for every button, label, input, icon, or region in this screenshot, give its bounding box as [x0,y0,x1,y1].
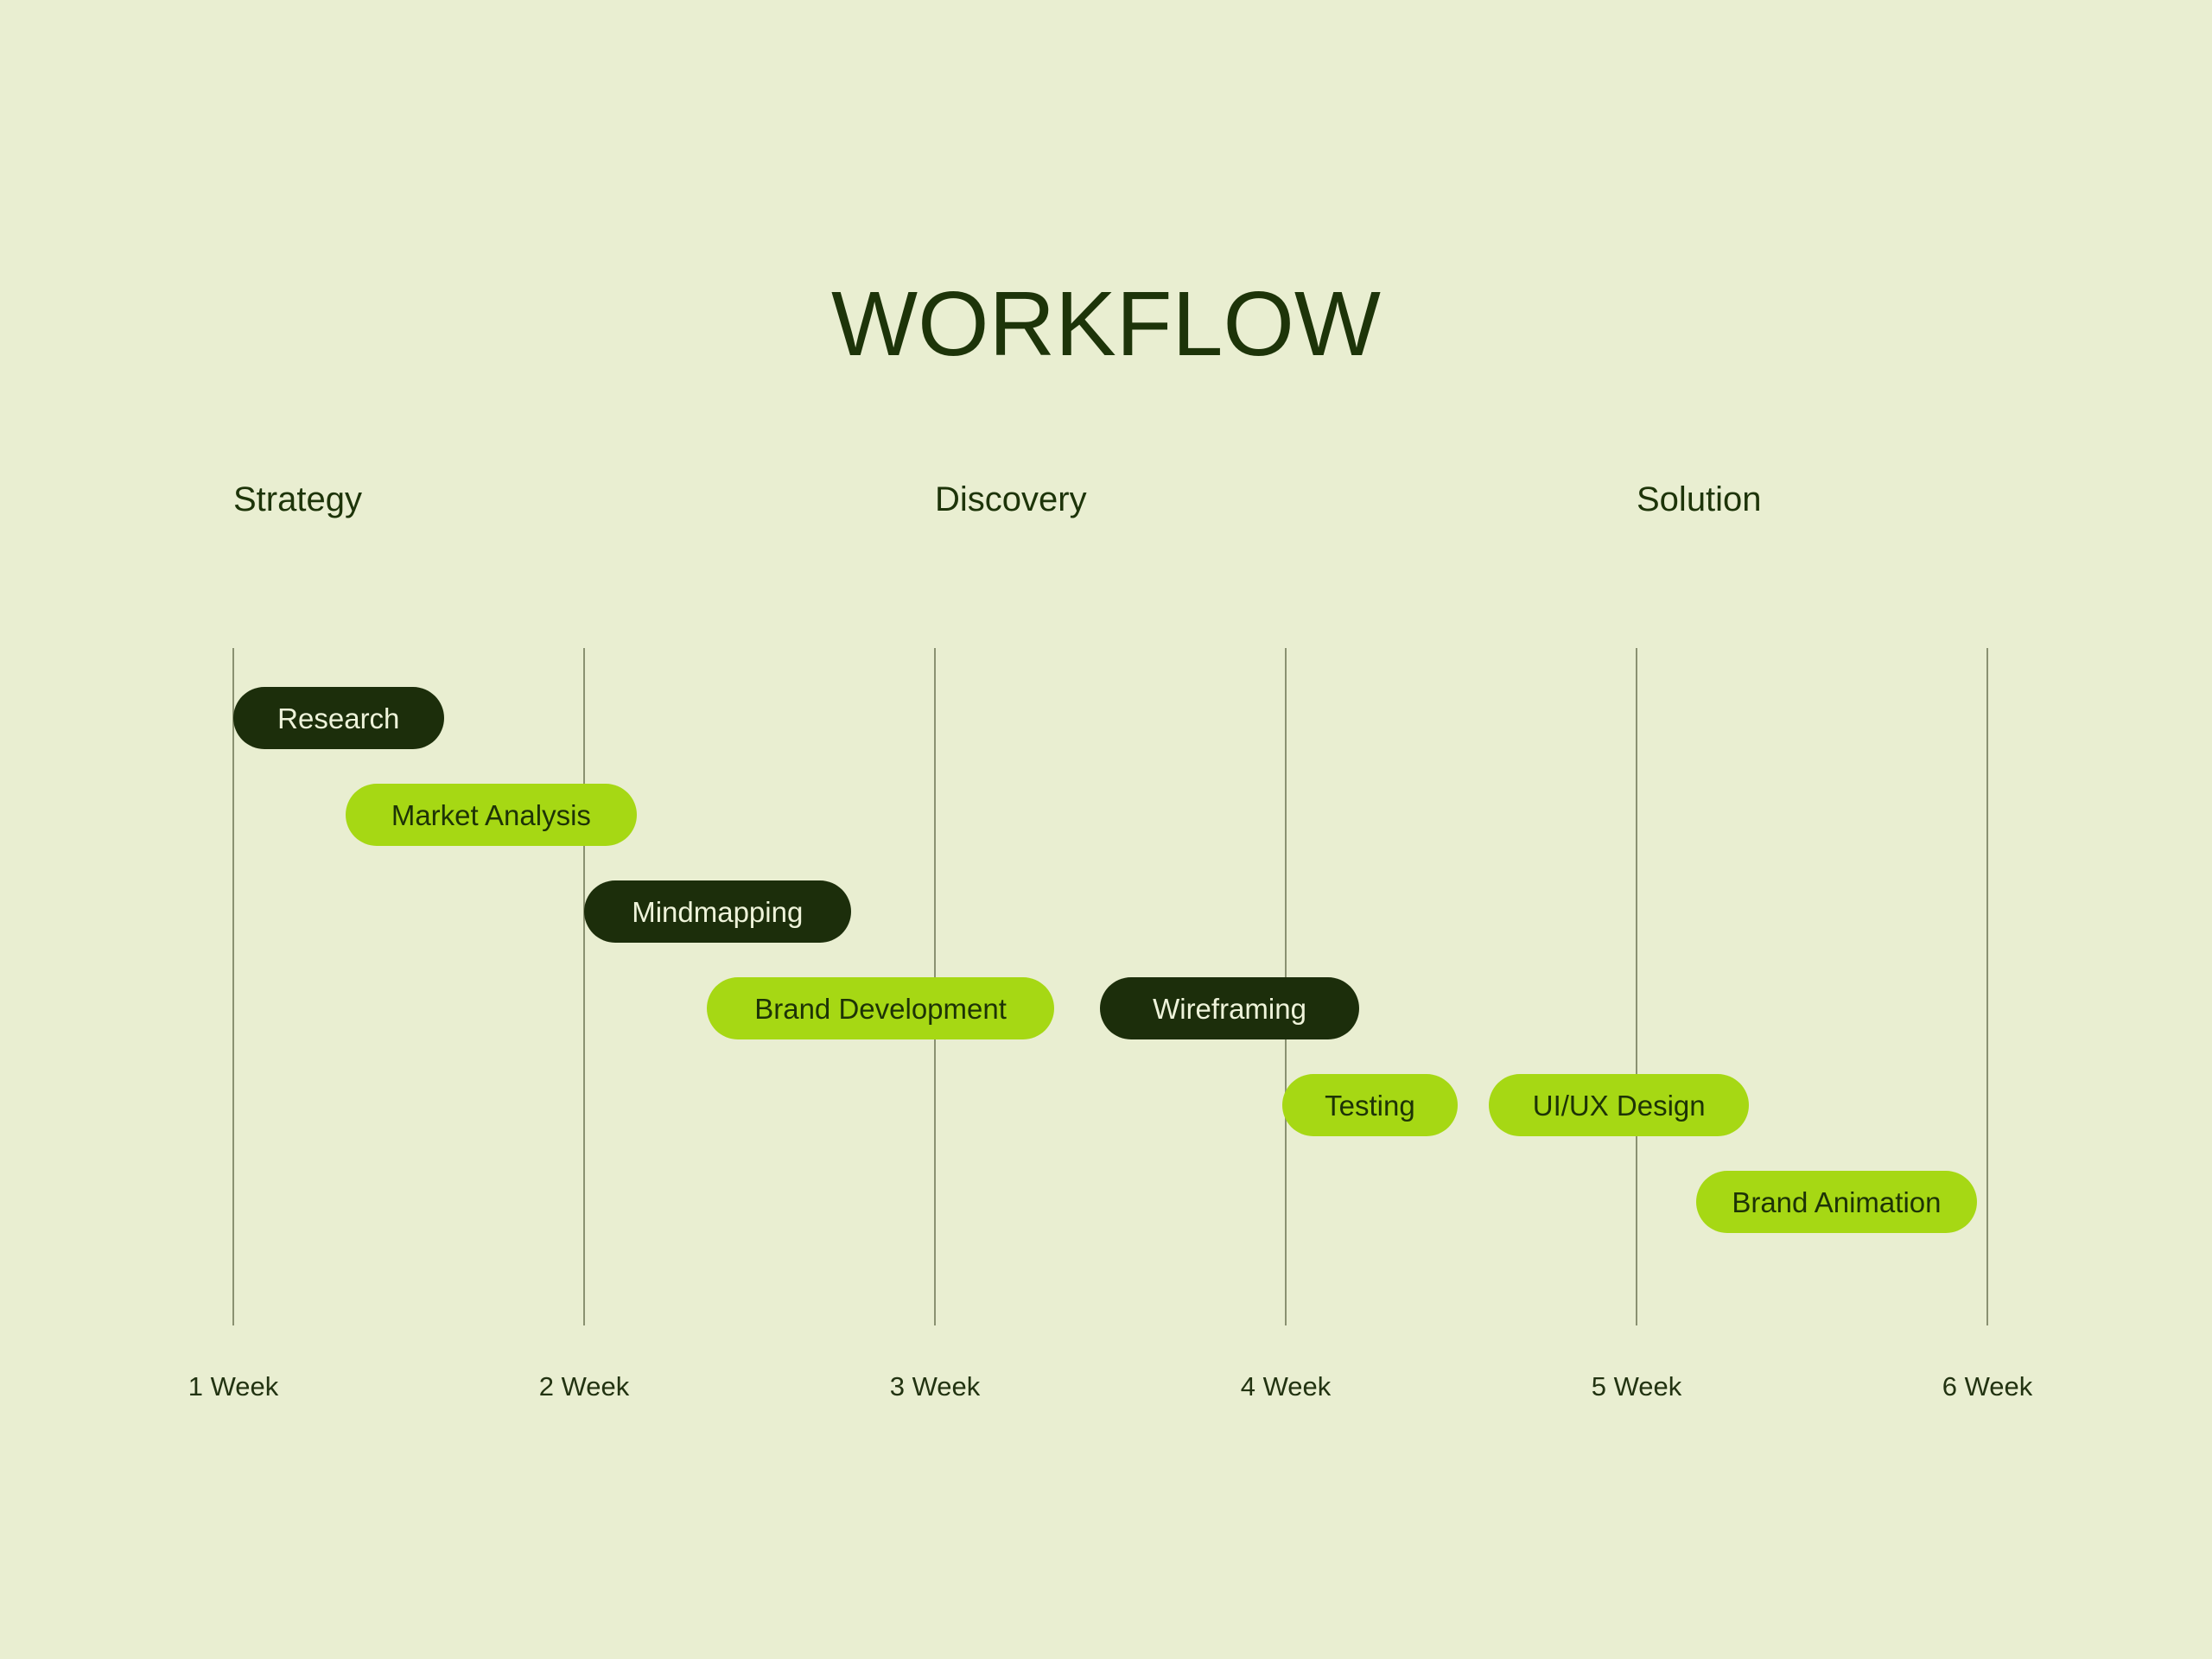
week-tick-label: 6 Week [1942,1371,2033,1402]
task-pill: Brand Animation [1696,1171,1977,1233]
week-gridline [232,648,234,1325]
week-tick-label: 4 Week [1240,1371,1332,1402]
task-pill: Testing [1281,1074,1458,1136]
week-gridline [583,648,585,1325]
week-gridline [1636,648,1637,1325]
phase-label-discovery: Discovery [935,480,1087,518]
week-tick-label: 3 Week [889,1371,981,1402]
week-tick-label: 1 Week [188,1371,279,1402]
week-tick-label: 2 Week [538,1371,630,1402]
phase-label-strategy: Strategy [233,480,362,518]
task-pill: Wireframing [1099,977,1360,1039]
task-pill: UI/UX Design [1489,1074,1749,1136]
task-pill: Research [233,687,444,749]
task-pill: Brand Development [707,977,1055,1039]
phase-label-solution: Solution [1637,480,1762,518]
week-gridline [1986,648,1988,1325]
task-pill: Mindmapping [584,880,851,943]
task-pill: Market Analysis [345,784,637,846]
week-tick-label: 5 Week [1591,1371,1682,1402]
page-title: WORKFLOW [831,273,1381,375]
